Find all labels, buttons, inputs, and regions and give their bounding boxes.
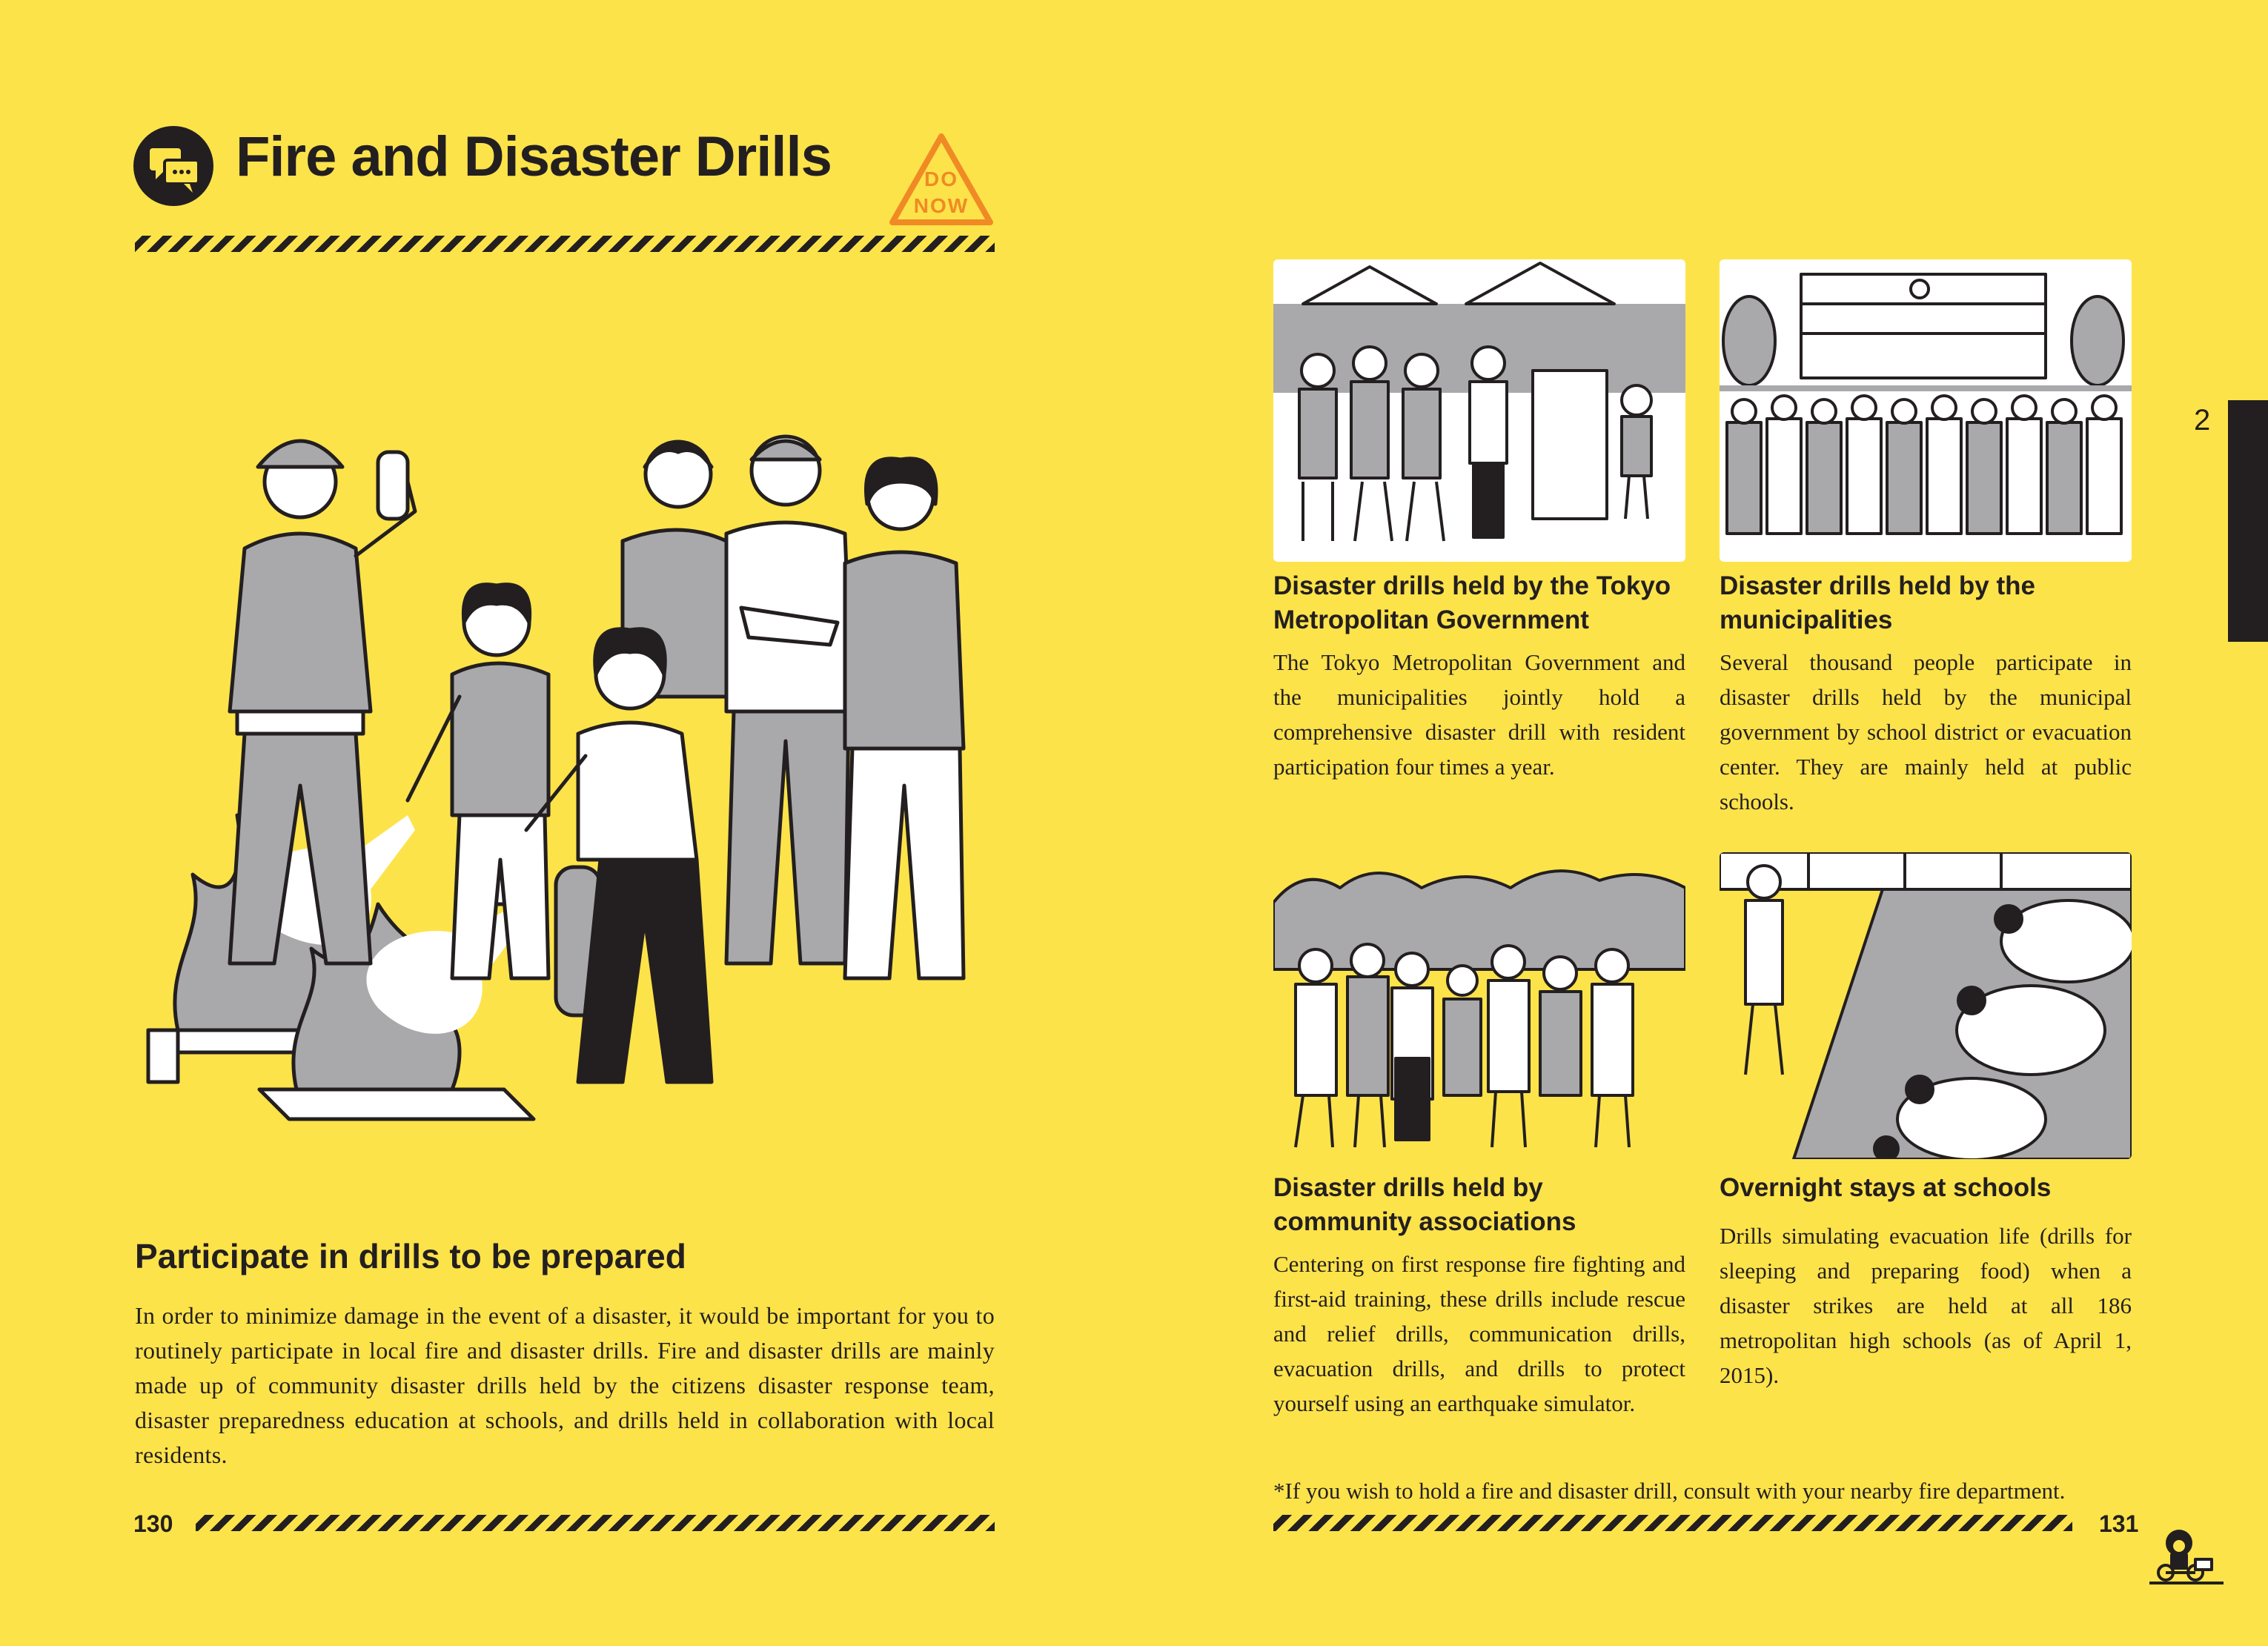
warning-triangle-icon [889,133,993,225]
footnote: *If you wish to hold a fire and disaster… [1273,1478,2066,1504]
page-number-left: 130 [133,1510,173,1537]
section-subtitle: Participate in drills to be prepared [135,1237,686,1275]
speech-bubbles-icon [133,126,213,206]
body-overnight-stay: Drills simulating evacuation life (drill… [1720,1223,2132,1388]
mascot-icon [2149,1527,2224,1586]
chapter-tab-number: 2 [2194,404,2211,437]
body-community-drill: Centering on first response fire fightin… [1273,1251,1685,1416]
illustration-overnight-stay [1720,852,2132,1159]
illustration-municipal-drill [1720,259,2132,562]
page-number-right: 131 [2099,1510,2139,1537]
illustration-tokyo-drill [1273,259,1685,562]
heading-overnight-stay: Overnight stays at schools [1720,1173,2052,1202]
heading-municipal-drill: Disaster drills held by the municipaliti… [1720,571,2035,634]
intro-paragraph: In order to minimize damage in the event… [135,1302,995,1468]
hazard-stripe-bottom-right [1273,1515,2072,1531]
do-now-badge: DO NOW [886,130,996,230]
badge-line-1: DO [924,167,958,190]
fire-drill-illustration [133,400,1001,1223]
hazard-stripe-top [135,236,995,252]
body-tokyo-drill: The Tokyo Metropolitan Government and th… [1273,649,1685,780]
heading-community-drill: Disaster drills held by community associ… [1273,1173,1576,1236]
body-municipal-drill: Several thousand people participate in d… [1720,649,2132,814]
chapter-tab-bar [2228,400,2268,642]
page-title: Fire and Disaster Drills [236,125,832,188]
heading-tokyo-drill: Disaster drills held by the Tokyo Metrop… [1273,571,1671,634]
badge-line-2: NOW [913,194,969,217]
hazard-stripe-bottom-left [196,1515,995,1531]
illustration-community-drill [1273,858,1685,1159]
